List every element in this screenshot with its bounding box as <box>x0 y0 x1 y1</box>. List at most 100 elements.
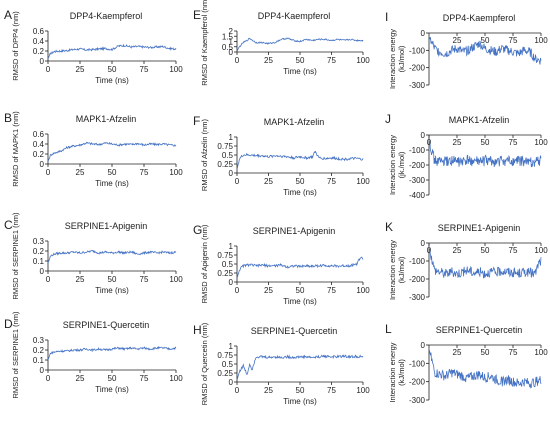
panel-f-x-tick-label: 50 <box>296 177 305 186</box>
panel-c-x-tick-label: 0 <box>46 275 51 284</box>
panel-c-series-line <box>47 249 177 264</box>
panel-k-y-tick-label: -300 <box>409 293 426 302</box>
panel-d-x-tick-label: 0 <box>46 374 51 383</box>
panel-d-series-line <box>47 345 177 361</box>
panel-c-title: SERPINE1-Apigenin <box>65 221 148 231</box>
panel-j-x-tick-label: 100 <box>534 138 548 147</box>
panel-j-y-tick-label: -100 <box>409 146 426 155</box>
panel-e-title: DPP4-Kaempferol <box>258 11 331 21</box>
panel-e-x-tick-label: 100 <box>356 56 370 65</box>
panel-a-title: DPP4-Kaempferol <box>70 11 143 21</box>
panel-e-xlabel: Time (ns) <box>283 67 317 76</box>
panel-l-series-line <box>428 348 542 389</box>
panel-f-x-tick-label: 0 <box>235 177 240 186</box>
panel-a-x-tick-label: 100 <box>169 65 183 74</box>
panel-c-x-tick-label: 50 <box>108 275 117 284</box>
panel-l-y-tick-label: -100 <box>409 359 426 368</box>
panel-b-y-tick-label: 0.6 <box>33 130 45 139</box>
panel-h-xlabel: Time (ns) <box>283 397 317 406</box>
panel-i-y-tick-label: -100 <box>409 46 426 55</box>
panel-i-y-tick-label: 0 <box>421 29 426 38</box>
panel-a-x-tick-label: 0 <box>46 65 51 74</box>
panel-h-y-tick-label: 0 <box>229 378 234 387</box>
panel-i-title: DPP4-Kaempferol <box>443 13 516 23</box>
panel-h-title: SERPINE1-Quercetin <box>251 326 338 336</box>
panel-a-letter: A <box>4 8 12 22</box>
panel-k-x-tick-label: 50 <box>481 246 490 255</box>
panel-h-x-tick-label: 0 <box>235 386 240 395</box>
panel-j-x-tick-label: 25 <box>453 138 462 147</box>
panel-c-x-tick-label: 100 <box>169 275 183 284</box>
panel-h-y-tick-label: 0.75 <box>217 351 233 360</box>
panel-h-x-tick-label: 50 <box>296 386 305 395</box>
panel-j-letter: J <box>385 112 391 126</box>
panel-i-y-tick-label: -300 <box>409 81 426 90</box>
panel-e-series-line <box>236 37 364 52</box>
panel-k-letter: K <box>385 220 393 234</box>
panel-c-y-tick-label: 0.1 <box>33 257 45 266</box>
panel-a-y-tick-label: 0.6 <box>33 27 45 36</box>
panel-c-x-tick-label: 75 <box>140 275 149 284</box>
panel-d-y-tick-label: 0 <box>40 366 45 375</box>
panel-h-y-tick-label: 0.5 <box>222 360 234 369</box>
panel-k-series-line <box>428 246 542 279</box>
panel-l-ylabel: Interaction energy(kJ/mol) <box>388 342 406 402</box>
panel-l-x-tick-label: 50 <box>481 348 490 357</box>
panel-g-x-tick-label: 50 <box>296 286 305 295</box>
panel-f-letter: F <box>193 114 200 128</box>
panel-c-y-tick-label: 0 <box>40 267 45 276</box>
panel-f-x-tick-label: 75 <box>327 177 336 186</box>
panel-b-y-tick-label: 0.2 <box>33 150 45 159</box>
panel-f-x-tick-label: 100 <box>356 177 370 186</box>
panel-a-y-tick-label: 0.2 <box>33 47 45 56</box>
panel-f-y-tick-label: 0.25 <box>217 160 233 169</box>
panel-i-ylabel: Interaction energy(kJ/mol) <box>388 29 406 89</box>
panel-b-y-tick-label: 0 <box>40 160 45 169</box>
panel-f-title: MAPK1-Afzelin <box>264 117 325 127</box>
panel-b-x-tick-label: 0 <box>46 168 51 177</box>
panel-g-x-tick-label: 75 <box>327 286 336 295</box>
panel-f-y-tick-label: 0 <box>229 169 234 178</box>
panel-d-x-tick-label: 75 <box>140 374 149 383</box>
panel-k-y-tick-label: 0 <box>421 239 426 248</box>
panel-g-y-tick-label: 0.75 <box>217 251 233 260</box>
panel-c-y-tick-label: 0.2 <box>33 247 45 256</box>
panel-a-x-tick-label: 50 <box>108 65 117 74</box>
panel-g-xlabel: Time (ns) <box>283 297 317 306</box>
panel-i-x-tick-label: 100 <box>534 36 548 45</box>
panel-d-letter: D <box>4 317 13 331</box>
panel-b-xlabel: Time (ns) <box>95 179 129 188</box>
panel-l-x-tick-label: 75 <box>509 348 518 357</box>
panel-b-letter: B <box>4 111 12 125</box>
panel-f-y-tick-label: 0.5 <box>222 151 234 160</box>
panel-k-ylabel: Interaction energy(kJ/mol) <box>388 240 406 300</box>
panel-e-y-tick-label: 0.5 <box>222 43 234 52</box>
panel-h-x-tick-label: 25 <box>264 386 273 395</box>
panel-a-x-tick-label: 75 <box>140 65 149 74</box>
panel-a-y-tick-label: 0.4 <box>33 37 45 46</box>
panel-e-y-tick-label: 1.5 <box>222 32 234 41</box>
panel-a-y-tick-label: 0 <box>40 57 45 66</box>
panel-k-x-tick-label: 75 <box>509 246 518 255</box>
panel-e-y-tick-label: 1 <box>229 38 234 47</box>
panel-c-ylabel: RMSD of SERPINE1 (nm) <box>11 212 20 300</box>
panel-j-y-tick-label: -200 <box>409 161 426 170</box>
panel-g-x-tick-label: 25 <box>264 286 273 295</box>
panel-e-y-tick-label: 2 <box>229 27 234 36</box>
panel-f-xlabel: Time (ns) <box>283 188 317 197</box>
panel-d-title: SERPINE1-Quercetin <box>63 320 150 330</box>
panel-j-x-tick-label: 0 <box>427 138 432 147</box>
panel-k-x-tick-label: 0 <box>427 246 432 255</box>
panel-b-x-tick-label: 100 <box>169 168 183 177</box>
panel-h-series-line <box>236 354 364 381</box>
panel-j-y-tick-label: -400 <box>409 191 426 200</box>
panel-c-x-tick-label: 25 <box>76 275 85 284</box>
panel-g-y-tick-label: 1 <box>229 242 234 251</box>
panel-f-y-tick-label: 1 <box>229 133 234 142</box>
panel-e-x-tick-label: 0 <box>235 56 240 65</box>
panel-k-y-tick-label: -100 <box>409 257 426 266</box>
panel-l-y-tick-label: -200 <box>409 378 426 387</box>
panel-f-ylabel: RMSD of Afzelin (nm) <box>200 118 209 191</box>
panel-e-ylabel: RMSD of Kaempferol (nm) <box>200 0 209 86</box>
